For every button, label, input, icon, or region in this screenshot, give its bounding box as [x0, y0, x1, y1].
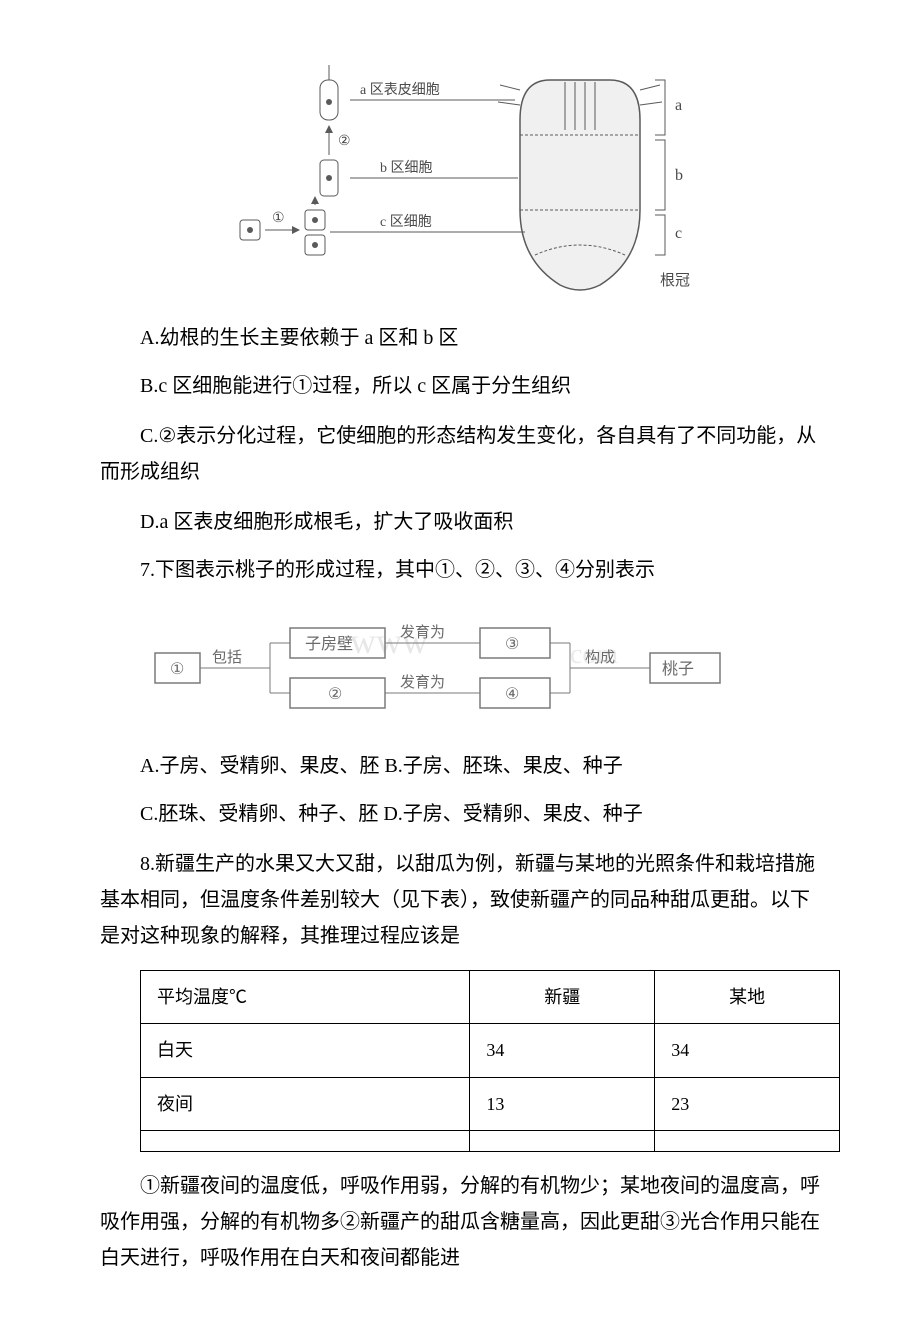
box-2: ② [328, 686, 342, 703]
label-b: b [675, 167, 683, 184]
label-develop-top: 发育为 [400, 624, 445, 641]
q6-option-b: B.c 区细胞能进行①过程，所以 c 区属于分生组织 [140, 368, 860, 404]
label-a-cell: a 区表皮细胞 [360, 82, 440, 98]
label-c-cell: c 区细胞 [380, 214, 432, 230]
label-c: c [675, 225, 682, 242]
box-3: ③ [505, 636, 519, 653]
q6-option-c: C.②表示分化过程，它使细胞的形态结构发生变化，各自具有了不同功能，从而形成组织 [100, 418, 820, 490]
q7-option-ab: A.子房、受精卵、果皮、胚 B.子房、胚珠、果皮、种子 [140, 748, 860, 784]
q6-option-d: D.a 区表皮细胞形成根毛，扩大了吸收面积 [140, 504, 860, 540]
col-xinjiang: 新疆 [470, 971, 655, 1024]
q8-options-text: ①新疆夜间的温度低，呼吸作用弱，分解的有机物少；某地夜间的温度高，呼吸作用强，分… [100, 1168, 820, 1276]
label-compose: 构成 [585, 649, 615, 666]
label-rootcap: 根冠 [660, 272, 690, 289]
temperature-table: 平均温度℃ 新疆 某地 白天 34 34 夜间 13 23 [140, 970, 840, 1152]
label-b-cell: b 区细胞 [380, 160, 433, 176]
figure-root-tip: a b c 根冠 a 区表皮细胞 ② b 区细胞 [60, 60, 860, 300]
table-header-row: 平均温度℃ 新疆 某地 [141, 971, 840, 1024]
box-1: ① [170, 661, 184, 678]
table-row [141, 1131, 840, 1152]
figure-peach-flowchart: www com ① 包括 子房壁 ② 发育为 发育为 [60, 608, 860, 728]
col-temp: 平均温度℃ [141, 971, 470, 1024]
label-proc1: ① [272, 211, 285, 226]
q8-stem: 8.新疆生产的水果又大又甜，以甜瓜为例，新疆与某地的光照条件和栽培措施基本相同，… [100, 846, 820, 954]
box-peach: 桃子 [662, 660, 694, 678]
box-4: ④ [505, 686, 519, 703]
box-zifangbi: 子房壁 [305, 634, 353, 653]
label-proc2: ② [338, 134, 351, 149]
table-row: 夜间 13 23 [141, 1077, 840, 1130]
label-include: 包括 [212, 649, 242, 666]
label-develop-bottom: 发育为 [400, 674, 445, 691]
q6-option-a: A.幼根的生长主要依赖于 a 区和 b 区 [140, 320, 860, 356]
label-a: a [675, 97, 682, 114]
table-row: 白天 34 34 [141, 1024, 840, 1077]
q7-option-cd: C.胚珠、受精卵、种子、胚 D.子房、受精卵、果皮、种子 [140, 796, 860, 832]
col-somewhere: 某地 [655, 971, 840, 1024]
q7-stem: 7.下图表示桃子的形成过程，其中①、②、③、④分别表示 [140, 552, 860, 588]
